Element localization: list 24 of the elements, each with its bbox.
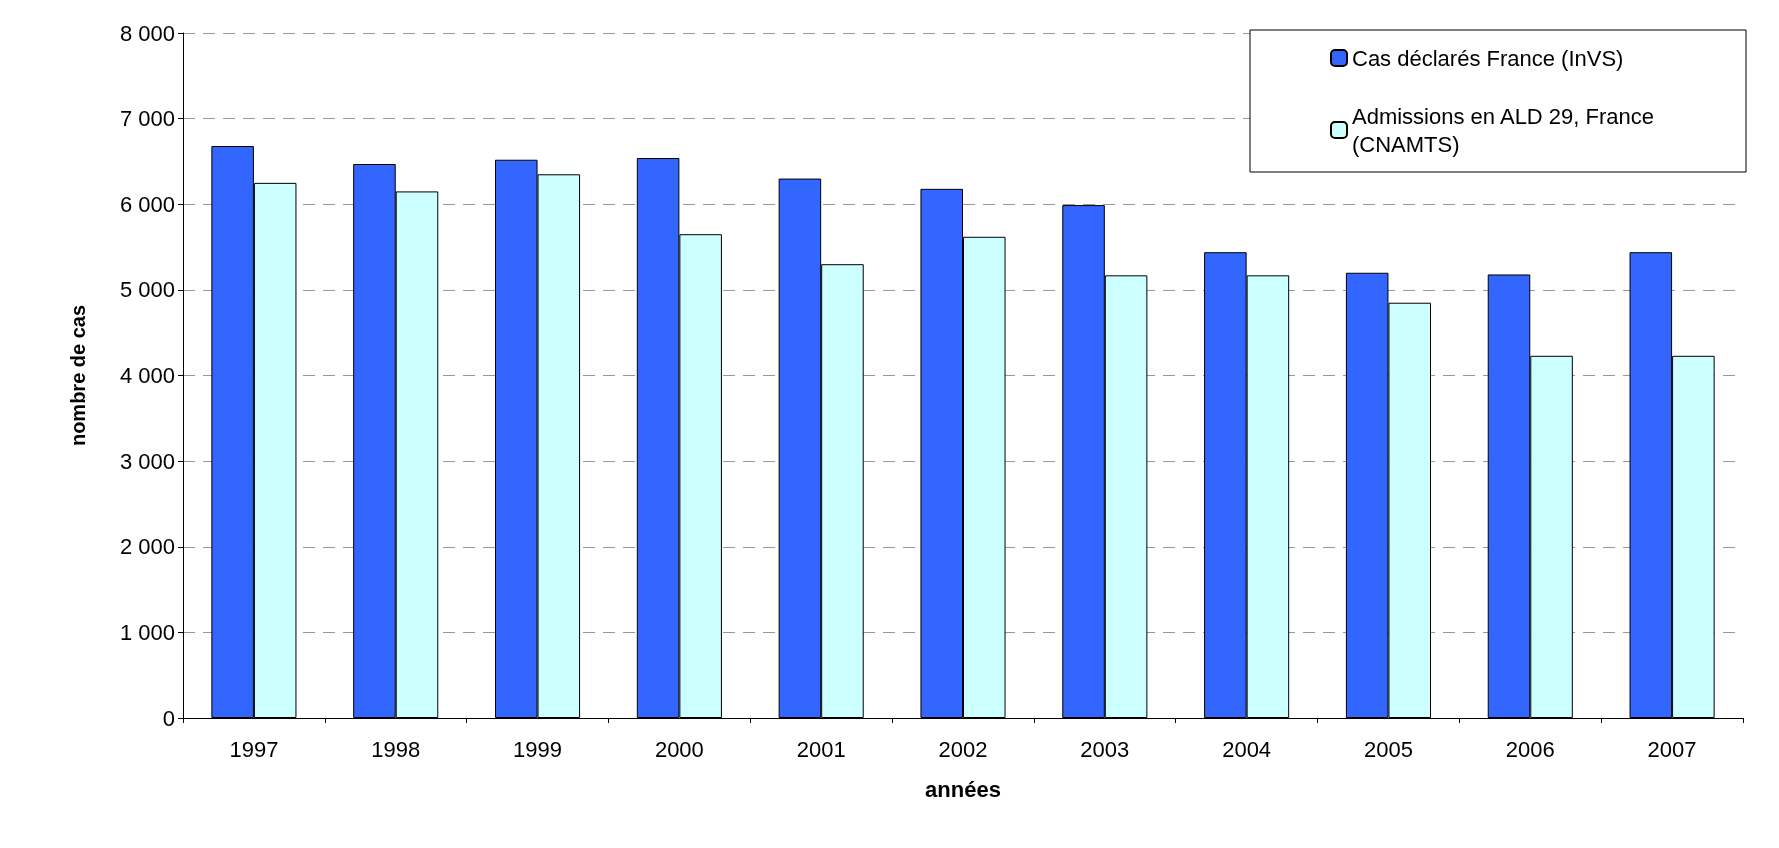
x-tick-label: 2001: [796, 736, 846, 762]
y-tick-label: 3 000: [119, 448, 175, 474]
legend-label: Cas déclarés France (InVS): [1352, 45, 1624, 71]
x-tick-label: 2003: [1080, 736, 1130, 762]
y-tick-label: 2 000: [119, 534, 175, 560]
y-tick-label: 6 000: [119, 191, 175, 217]
x-tick-label: 1998: [371, 736, 421, 762]
x-tick-label: 2000: [654, 736, 704, 762]
x-tick-label: 2002: [938, 736, 988, 762]
x-tick-label: 2005: [1363, 736, 1413, 762]
y-axis-title: nombre de cas: [67, 304, 89, 447]
y-tick-label: 1 000: [119, 619, 175, 645]
x-tick-label: 1997: [229, 736, 279, 762]
y-tick-label: 0: [162, 705, 175, 731]
y-tick-label: 4 000: [119, 363, 175, 388]
x-tick-label: 2006: [1505, 736, 1555, 762]
y-tick-label: 7 000: [119, 106, 175, 132]
x-tick-label: 2007: [1647, 736, 1697, 762]
x-tick-label: 1999: [513, 736, 563, 762]
y-tick-label: 8 000: [119, 20, 175, 46]
x-tick-label: 2004: [1222, 736, 1272, 762]
y-tick-label: 5 000: [119, 277, 175, 303]
legend-label: Admissions en ALD 29, France (CNAMTS): [1352, 103, 1661, 157]
x-axis-title: années: [925, 776, 1001, 802]
